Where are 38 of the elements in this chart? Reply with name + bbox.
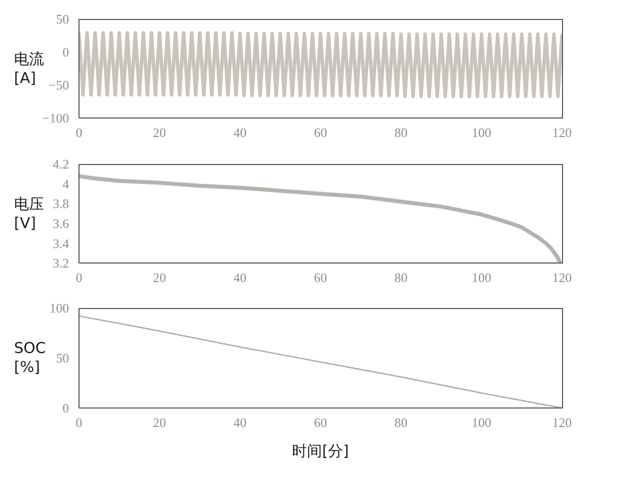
x-tick-label: 100 [472, 270, 492, 286]
x-tick-label: 120 [552, 415, 572, 430]
x-tick-label: 60 [314, 415, 327, 430]
x-tick-label: 120 [552, 270, 572, 286]
y-axis-title: SOC [%] [14, 339, 46, 376]
x-tick-label: 100 [472, 415, 492, 430]
y-tick-label: 3.8 [52, 196, 69, 212]
y-axis-title: 电压 [V] [14, 194, 44, 232]
x-tick-label: 80 [394, 415, 408, 430]
x-tick-label: 20 [153, 270, 166, 286]
x-tick-label: 40 [234, 125, 246, 140]
x-tick-label: 60 [314, 270, 327, 286]
y-tick-label: 0 [62, 44, 69, 60]
x-tick-label: 80 [394, 125, 408, 140]
x-tick-label: 20 [153, 125, 166, 140]
x-tick-label: 0 [76, 125, 82, 140]
y-tick-label: 3.4 [52, 236, 70, 251]
x-tick-label: 40 [234, 270, 246, 286]
y-tick-label: 50 [56, 12, 69, 27]
x-tick-label: 100 [472, 125, 492, 140]
x-tick-label: 0 [76, 415, 82, 430]
y-tick-label: −100 [42, 110, 69, 126]
y-tick-label: 0 [62, 400, 69, 416]
x-tick-label: 60 [314, 125, 327, 140]
y-tick-label: −50 [48, 78, 69, 93]
x-tick-label: 0 [76, 270, 82, 286]
x-axis-title: 时间[分] [292, 442, 349, 460]
y-tick-label: 4.2 [52, 156, 69, 172]
line-series [79, 31, 562, 98]
x-tick-label: 120 [552, 125, 572, 140]
x-tick-label: 80 [394, 270, 408, 286]
y-tick-label: 3.2 [52, 256, 69, 271]
y-tick-label: 100 [50, 300, 69, 316]
y-tick-label: 4 [62, 176, 70, 192]
x-tick-label: 40 [234, 415, 246, 430]
y-tick-label: 50 [56, 350, 69, 366]
y-tick-label: 3.6 [52, 216, 70, 232]
x-tick-label: 20 [153, 415, 166, 430]
